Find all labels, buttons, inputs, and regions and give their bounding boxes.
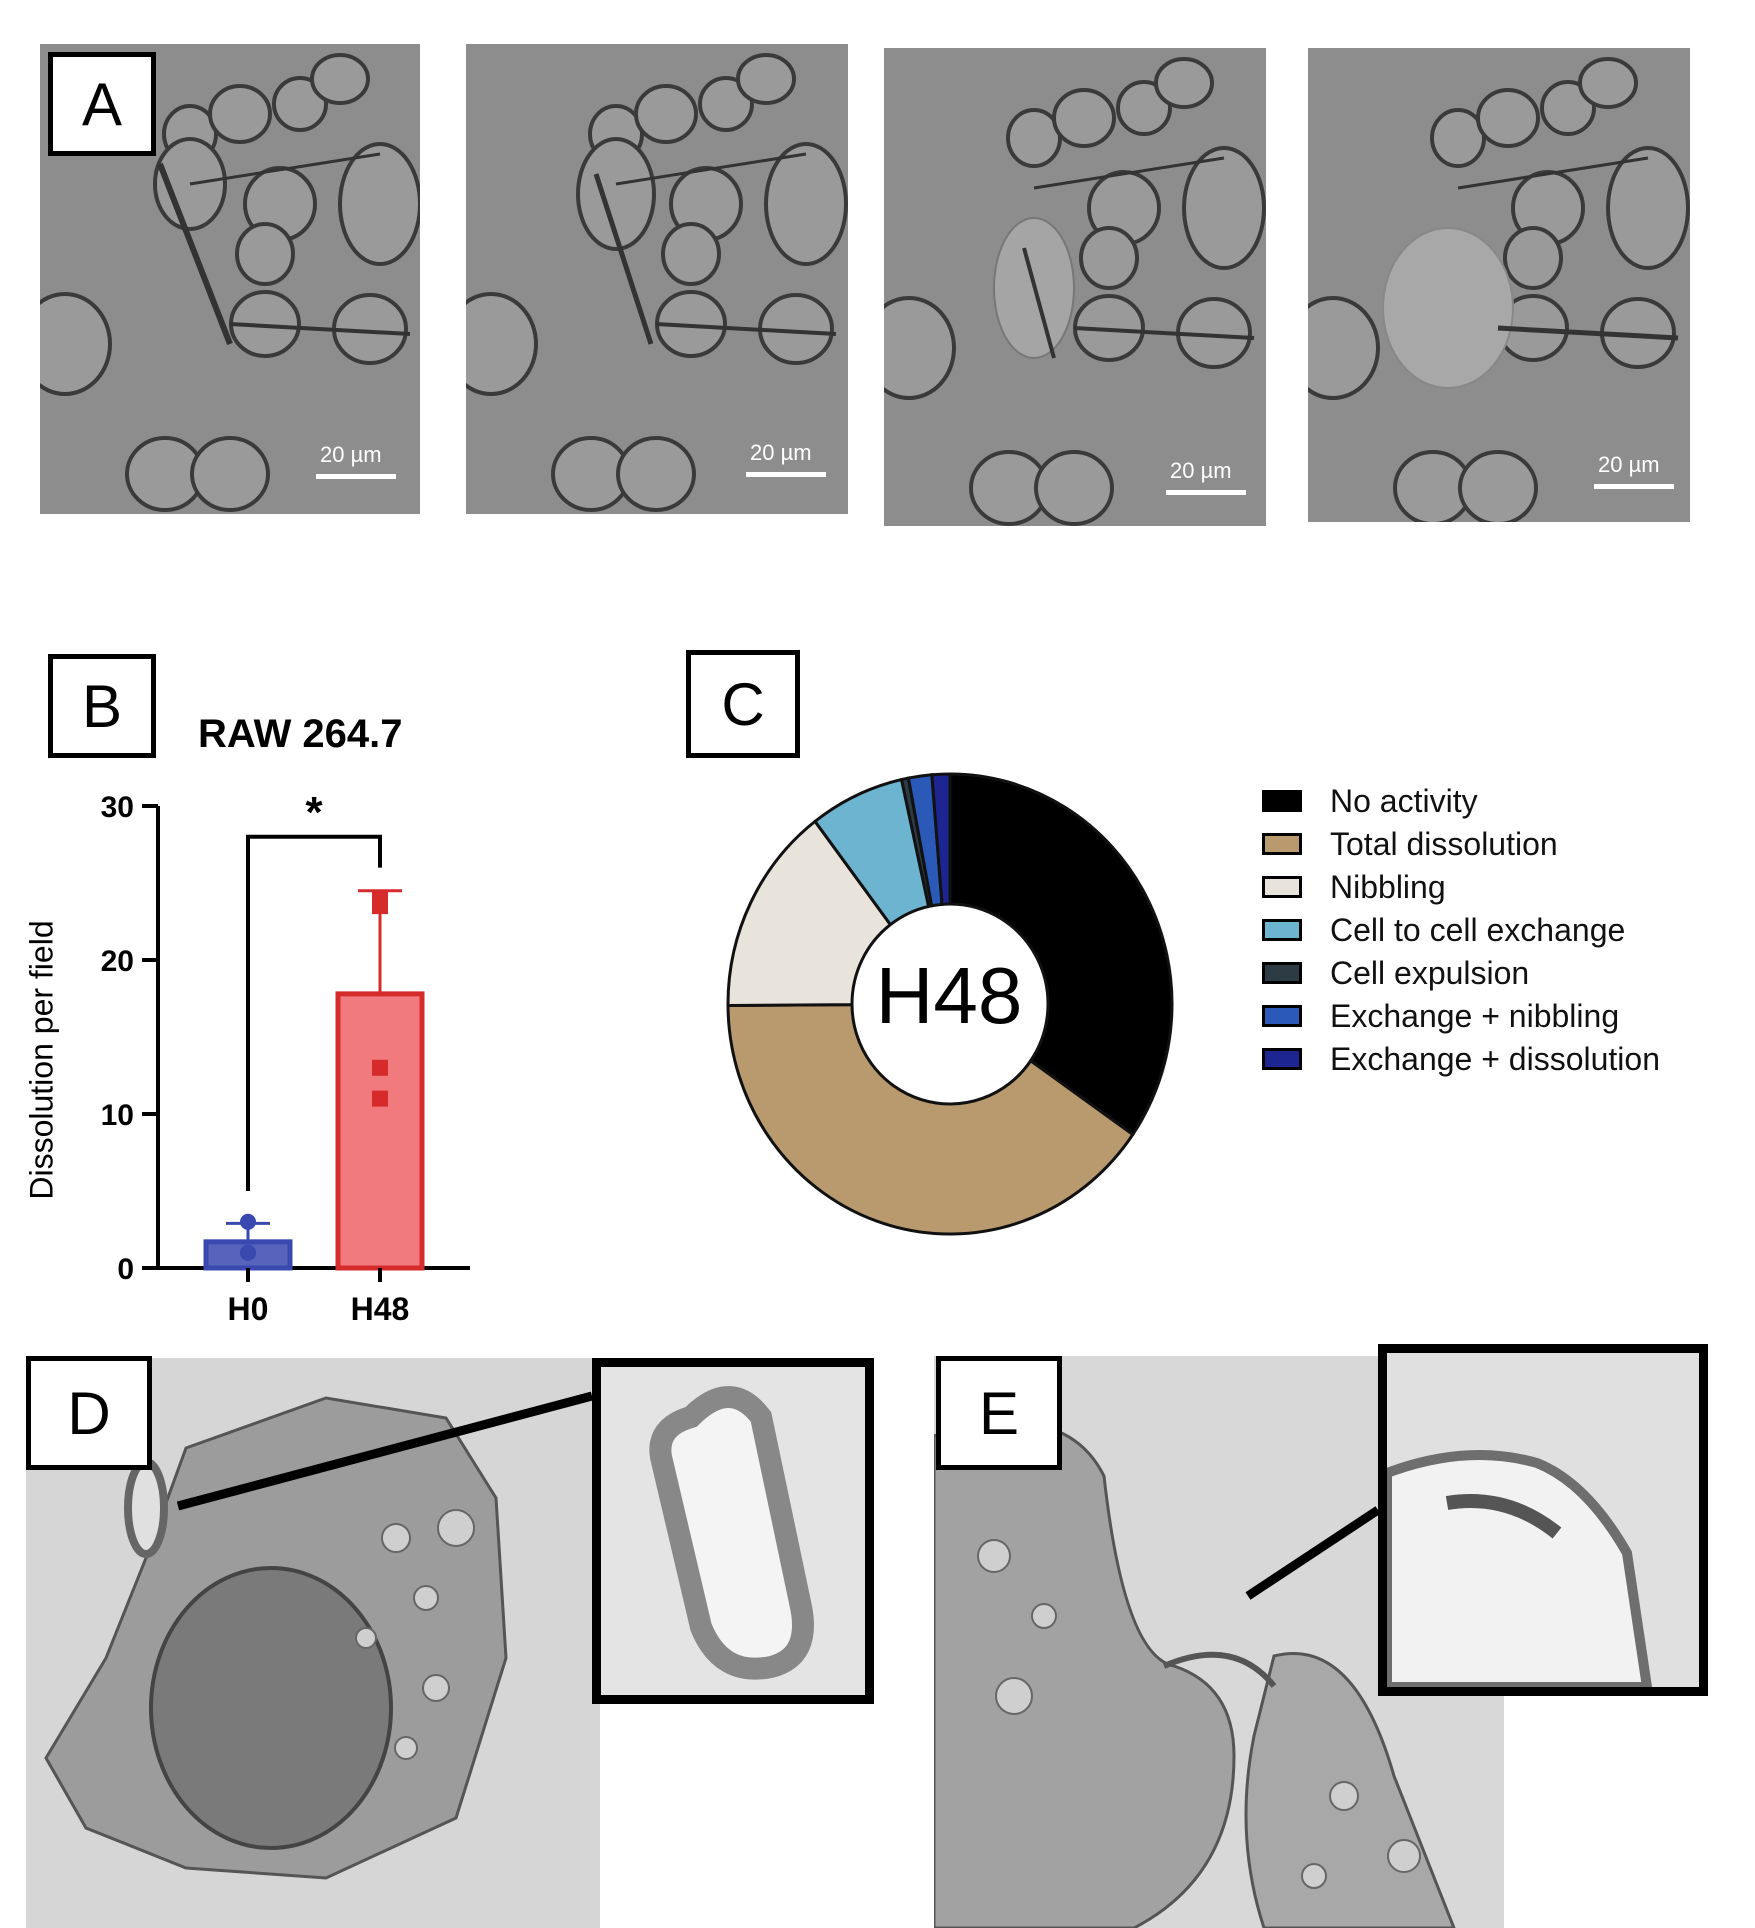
cell-drawing	[1308, 57, 1690, 522]
legend-swatch	[1262, 833, 1302, 855]
panel-label-a: A	[48, 52, 156, 156]
legend-item: Cell expulsion	[1262, 954, 1530, 991]
micrograph-frame-3: 20 µm	[884, 48, 1266, 526]
donut-slice-no-activity	[948, 772, 1174, 1137]
data-point	[372, 1059, 388, 1076]
legend-label: Cell to cell exchange	[1330, 911, 1626, 948]
significance-bracket	[246, 834, 382, 1191]
micrograph-frame-2: 20 µm	[466, 44, 848, 514]
legend-swatch	[1262, 876, 1302, 898]
scale-bar-label: 20 µm	[1598, 452, 1660, 477]
y-tick-label: 10	[101, 1099, 134, 1132]
legend-swatch	[1262, 1005, 1302, 1027]
x-tick-label: H48	[351, 1291, 410, 1327]
legend-swatch	[1262, 919, 1302, 941]
scale-bar	[316, 474, 396, 479]
legend-label: Exchange + nibbling	[1330, 997, 1620, 1034]
bar-chart: 0 10 20 30 H0 H48 *	[101, 788, 470, 1327]
cell-drawing	[40, 53, 420, 512]
x-tick-label: H0	[228, 1291, 269, 1327]
donut-center-label: H48	[875, 951, 1023, 1040]
legend-label: No activity	[1330, 782, 1478, 819]
scale-bar	[1166, 490, 1246, 495]
data-point	[240, 1213, 256, 1230]
inset-drawing	[601, 1367, 865, 1695]
micrograph-frame-4: 20 µm	[1308, 48, 1690, 522]
panel-label-b: B	[48, 654, 156, 758]
panel-label-c: C	[686, 650, 800, 758]
bar-h48	[335, 991, 425, 1271]
scale-bar	[746, 472, 826, 477]
legend-label: Nibbling	[1330, 868, 1446, 905]
legend-item: Exchange + nibbling	[1262, 997, 1620, 1034]
donut-slice-total-dissolution	[726, 1003, 1135, 1236]
scale-bar	[1594, 484, 1674, 489]
data-point	[240, 1244, 256, 1261]
legend-label: Exchange + dissolution	[1330, 1040, 1660, 1077]
legend-item: Total dissolution	[1262, 825, 1558, 862]
y-tick-label: 0	[117, 1253, 134, 1286]
donut-chart	[726, 772, 1174, 1236]
legend-item: Cell to cell exchange	[1262, 911, 1626, 948]
legend-swatch	[1262, 790, 1302, 812]
scale-bar-label: 20 µm	[750, 440, 812, 465]
legend-swatch	[1262, 1048, 1302, 1070]
em-inset-d	[592, 1358, 874, 1704]
cell-drawing	[466, 53, 848, 512]
cell-drawing	[884, 57, 1266, 526]
micrograph-frame-1: 20 µm	[40, 44, 420, 514]
y-tick-label: 30	[101, 791, 134, 824]
data-point	[372, 898, 388, 915]
panel-label-e: E	[936, 1356, 1062, 1470]
scale-bar-label: 20 µm	[1170, 458, 1232, 483]
legend-item: No activity	[1262, 782, 1478, 819]
y-tick-label: 20	[101, 945, 134, 978]
legend-item: Exchange + dissolution	[1262, 1040, 1660, 1077]
chart-title: RAW 264.7	[198, 712, 403, 756]
significance-marker: *	[305, 788, 323, 837]
legend-swatch	[1262, 962, 1302, 984]
donut-slice-exchange-dissolution	[930, 772, 952, 906]
scale-bar-label: 20 µm	[320, 442, 382, 467]
em-inset-e	[1378, 1344, 1708, 1696]
data-point	[372, 1090, 388, 1107]
inset-drawing	[1387, 1353, 1699, 1687]
donut-slice-nibbling	[726, 819, 893, 1007]
legend-label: Total dissolution	[1330, 825, 1558, 862]
legend-label: Cell expulsion	[1330, 954, 1530, 991]
panel-label-d: D	[26, 1356, 152, 1470]
legend-item: Nibbling	[1262, 868, 1446, 905]
